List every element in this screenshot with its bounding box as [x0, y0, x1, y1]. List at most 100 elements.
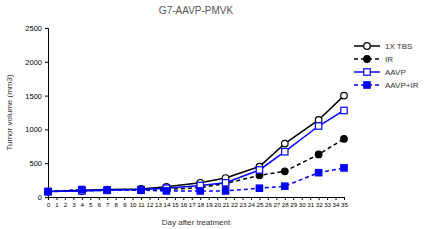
series-marker [45, 188, 51, 194]
y-tick-label: 500 [29, 159, 42, 168]
y-tick-mark [45, 62, 48, 63]
x-tick-label: 14 [163, 201, 170, 208]
x-tick-label: 25 [256, 201, 263, 208]
series-marker [315, 151, 322, 158]
series-marker [341, 165, 347, 171]
x-tick: 4 [81, 197, 85, 208]
series-marker [315, 123, 321, 129]
x-tick: 16 [180, 197, 187, 208]
x-tick-label: 3 [72, 201, 76, 208]
y-axis-line [45, 29, 49, 198]
x-tick: 29 [290, 197, 297, 208]
series-marker [222, 188, 228, 194]
x-tick-mark [268, 197, 269, 200]
legend: 1X TBSIRAAVPAAVP+IR [354, 42, 419, 90]
legend-marker [364, 69, 370, 75]
y-tick-label: 2000 [25, 58, 42, 67]
x-tick-mark [243, 197, 244, 200]
x-tick-label: 24 [248, 201, 255, 208]
series-marker [282, 168, 289, 175]
x-tick-label: 19 [206, 201, 213, 208]
x-tick: 6 [98, 197, 102, 208]
x-tick-label: 18 [197, 201, 204, 208]
x-tick-mark [319, 197, 320, 200]
series-line [48, 139, 344, 192]
x-tick: 19 [206, 197, 213, 208]
x-tick-mark [344, 197, 345, 200]
x-tick-label: 34 [333, 201, 340, 208]
x-tick-label: 30 [299, 201, 306, 208]
series-marker [341, 92, 348, 99]
y-tick-mark [45, 129, 48, 130]
series-marker [222, 180, 228, 186]
series-marker [282, 149, 288, 155]
x-tick-label: 32 [316, 201, 323, 208]
x-tick-label: 4 [81, 201, 85, 208]
x-tick-label: 9 [123, 201, 127, 208]
x-tick-mark [209, 197, 210, 200]
series-marker [79, 186, 85, 192]
x-tick: 21 [223, 197, 230, 208]
y-axis: 05001000150020002500 [25, 24, 48, 202]
x-tick-label: 10 [130, 201, 137, 208]
x-tick-label: 6 [98, 201, 102, 208]
series-line [48, 110, 344, 191]
x-tick: 11 [138, 197, 145, 208]
x-tick: 5 [89, 197, 93, 208]
y-tick: 500 [29, 159, 48, 168]
y-tick-mark [45, 96, 48, 97]
plot-area: 0123456789101112131415161718192021222324… [25, 24, 348, 209]
series-marker [138, 187, 144, 193]
x-tick-mark [56, 197, 57, 200]
x-tick: 34 [333, 197, 340, 208]
series-marker [104, 187, 110, 193]
y-tick-label: 0 [38, 193, 42, 202]
x-tick-mark [82, 197, 83, 200]
y-tick-mark [45, 197, 48, 198]
series-marker [197, 188, 203, 194]
x-tick-mark [149, 197, 150, 200]
x-tick-label: 1 [55, 201, 59, 208]
x-tick-label: 13 [155, 201, 162, 208]
x-tick-mark [124, 197, 125, 200]
x-axis: 0123456789101112131415161718192021222324… [47, 197, 349, 208]
series-marker [138, 186, 144, 192]
series-marker [138, 187, 145, 194]
x-tick-label: 7 [106, 201, 110, 208]
x-tick: 35 [341, 197, 348, 208]
x-tick-label: 2 [64, 201, 68, 208]
x-tick-mark [116, 197, 117, 200]
legend-marker [364, 56, 371, 63]
x-tick-mark [73, 197, 74, 200]
x-tick: 3 [72, 197, 76, 208]
x-tick: 31 [307, 197, 314, 208]
y-tick-label: 2500 [25, 24, 42, 33]
series-marker [45, 188, 52, 195]
x-tick: 15 [172, 197, 179, 208]
y-tick: 2000 [25, 58, 48, 67]
x-tick-mark [141, 197, 142, 200]
x-tick-mark [192, 197, 193, 200]
x-tick: 8 [114, 197, 118, 208]
x-tick: 0 [47, 197, 51, 208]
y-tick-mark [45, 28, 48, 29]
x-tick: 13 [155, 197, 162, 208]
series-marker [315, 169, 321, 175]
legend-label: 1X TBS [385, 42, 412, 51]
x-tick: 22 [231, 197, 238, 208]
y-tick-mark [45, 163, 48, 164]
x-tick-mark [293, 197, 294, 200]
legend-marker [364, 43, 371, 50]
legend-entry: 1X TBS [354, 42, 412, 51]
x-tick-mark [133, 197, 134, 200]
y-tick: 2500 [25, 24, 48, 33]
x-tick-mark [285, 197, 286, 200]
x-tick: 2 [64, 197, 68, 208]
x-tick: 17 [189, 197, 196, 208]
y-tick-label: 1500 [25, 92, 42, 101]
x-tick: 30 [299, 197, 306, 208]
series-line [48, 96, 344, 192]
x-tick: 23 [240, 197, 247, 208]
x-tick: 12 [147, 197, 154, 208]
y-axis-title: Tumor volume (mm3) [5, 74, 14, 150]
